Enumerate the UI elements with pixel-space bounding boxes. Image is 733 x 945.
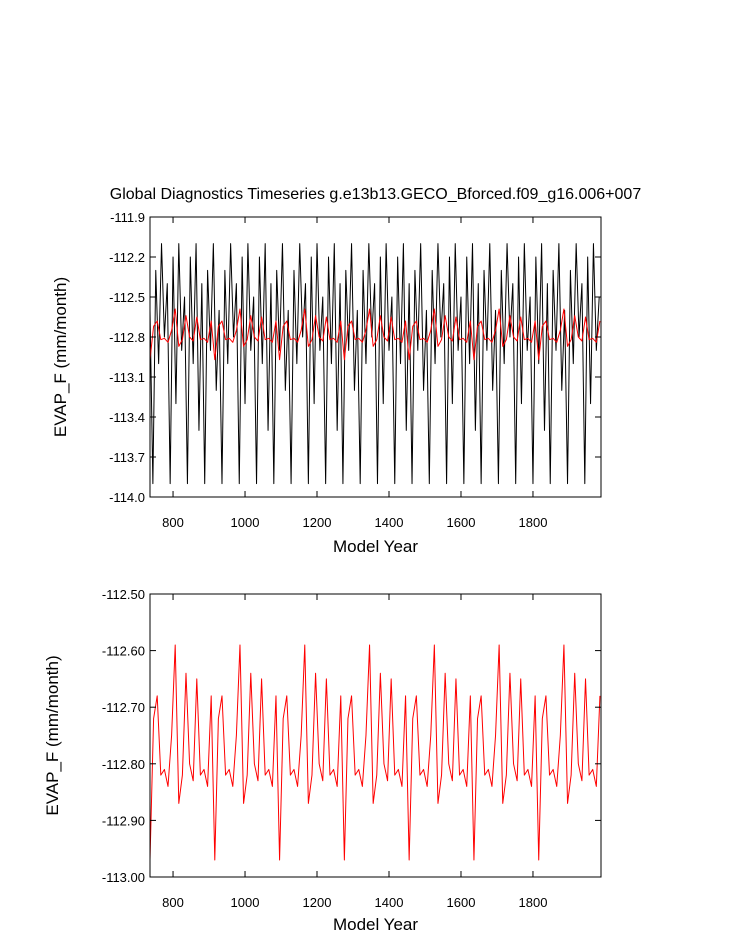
y-tick-label: -112.90 [102, 813, 145, 828]
x-axis-label: Model Year [333, 915, 418, 934]
y-tick-label: -112.60 [102, 644, 145, 659]
data-line [149, 644, 601, 861]
x-tick-label: 1000 [231, 895, 260, 910]
y-tick-label: -113.00 [102, 870, 145, 885]
x-tick-label: 1200 [303, 515, 332, 530]
x-tick-label: 1000 [231, 515, 260, 530]
y-axis-label: EVAP_F (mm/month) [51, 277, 70, 437]
y-tick-label: -112.70 [102, 700, 145, 715]
x-tick-label: 1600 [447, 515, 476, 530]
x-tick-label: 1400 [375, 895, 404, 910]
y-axis-label: EVAP_F (mm/month) [43, 655, 62, 815]
y-tick-label: -113.7 [109, 450, 145, 465]
data-line [149, 308, 601, 361]
y-tick-label: -112.5 [109, 290, 145, 305]
x-tick-label: 1200 [303, 895, 332, 910]
x-tick-label: 1800 [519, 515, 548, 530]
y-tick-label: -112.8 [109, 330, 145, 345]
data-line [149, 243, 600, 485]
x-axis-label: Model Year [333, 537, 418, 556]
plot-frame [149, 593, 602, 878]
x-tick-label: 800 [162, 515, 184, 530]
x-tick-label: 800 [162, 895, 184, 910]
y-tick-label: -113.1 [109, 370, 145, 385]
y-tick-label: -112.2 [109, 250, 145, 265]
chart-title: Global Diagnostics Timeseries g.e13b13.G… [110, 186, 642, 203]
x-tick-label: 1800 [519, 895, 548, 910]
y-tick-label: -114.0 [109, 490, 145, 505]
y-tick-label: -113.4 [109, 410, 145, 425]
y-tick-label: -111.9 [110, 210, 145, 225]
y-tick-label: -112.50 [102, 587, 145, 602]
plot-frame [149, 216, 602, 498]
x-tick-label: 1400 [375, 515, 404, 530]
y-tick-label: -112.80 [102, 757, 145, 772]
x-tick-label: 1600 [447, 895, 476, 910]
